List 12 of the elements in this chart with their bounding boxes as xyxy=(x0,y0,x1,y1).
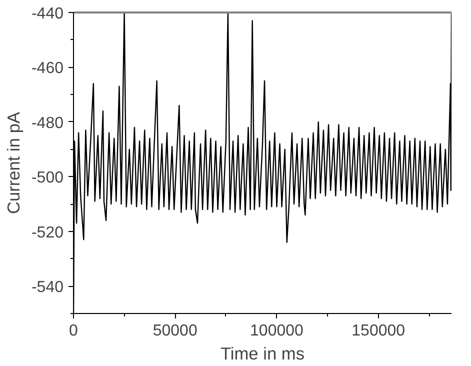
y-tick-label: -520 xyxy=(31,224,64,242)
x-axis-title: Time in ms xyxy=(220,344,305,364)
y-tick-label: -480 xyxy=(31,114,64,132)
y-tick-label: -540 xyxy=(31,279,64,296)
y-tick-label: -440 xyxy=(31,6,64,22)
y-tick-label: -460 xyxy=(31,60,64,78)
x-tick-label: 50000 xyxy=(152,322,198,340)
y-axis-title: Current in pA xyxy=(3,112,24,214)
x-tick-label: 100000 xyxy=(250,322,304,340)
x-tick-label: 0 xyxy=(69,322,78,340)
y-tick-label: -500 xyxy=(31,170,64,187)
x-tick-label: 150000 xyxy=(352,322,406,340)
